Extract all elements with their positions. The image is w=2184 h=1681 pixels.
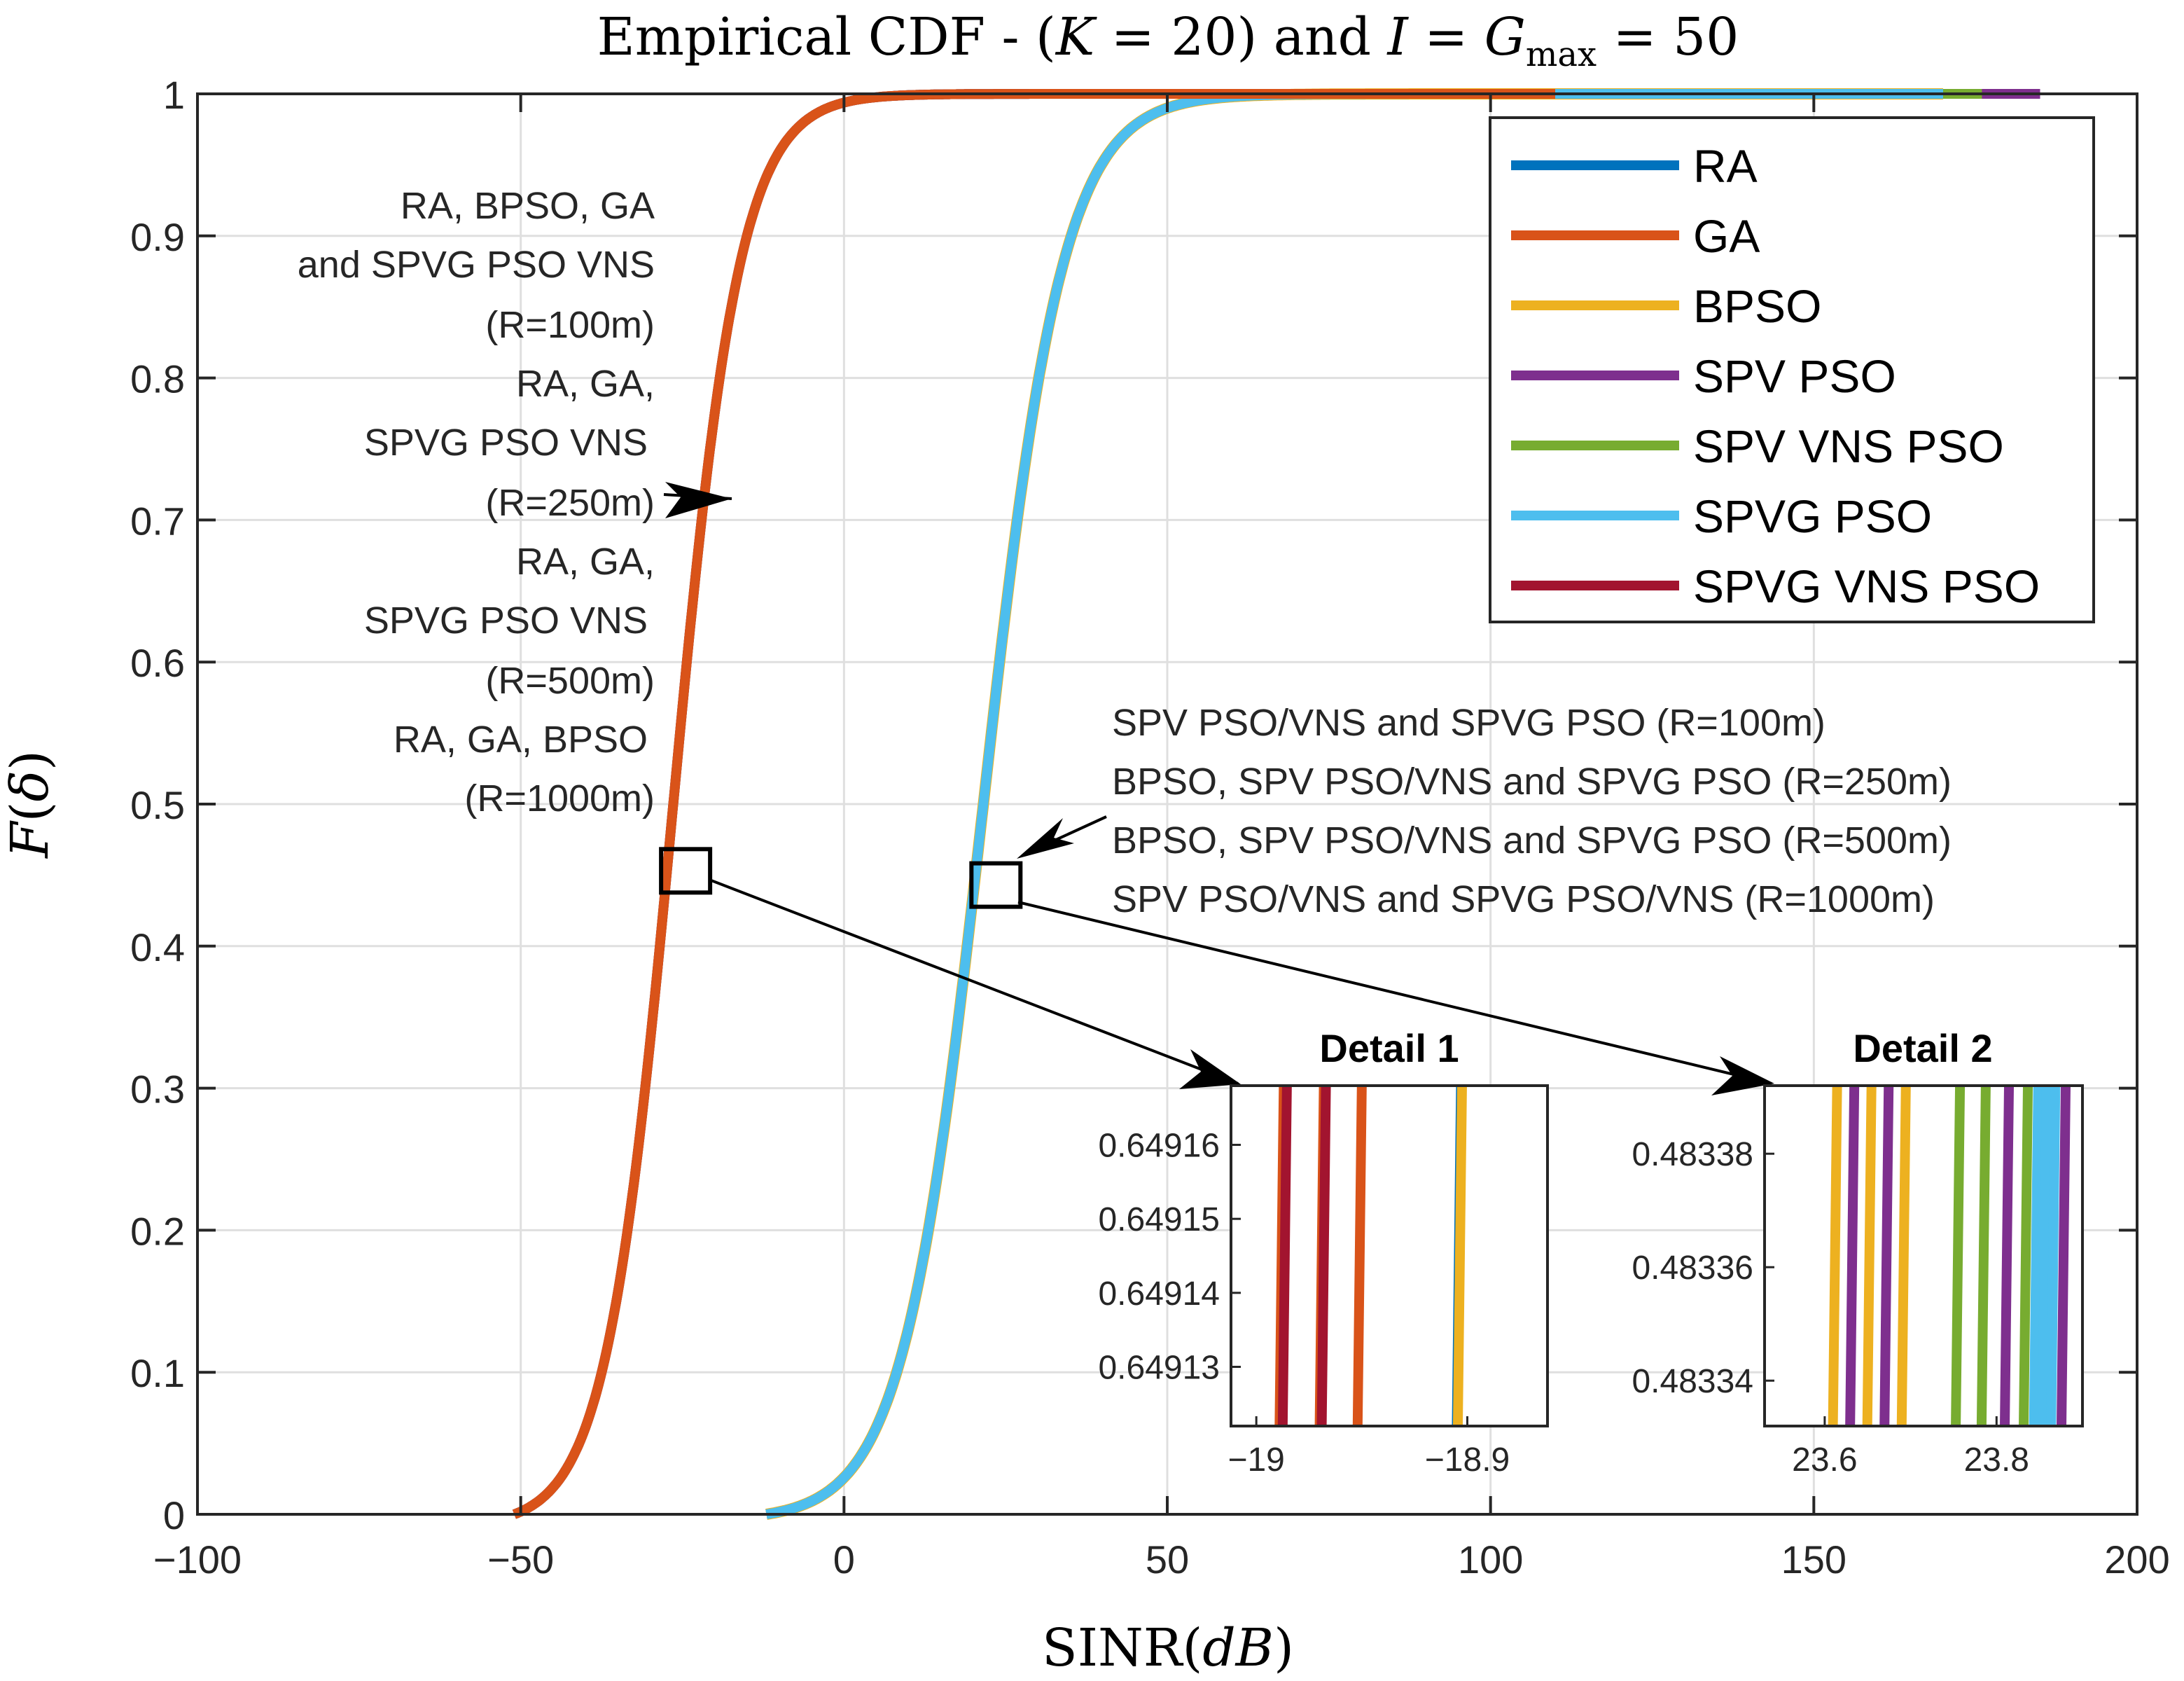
y-tick-label: 0.6: [130, 641, 185, 685]
detail-2-x-tick-label: 23.8: [1964, 1441, 2029, 1479]
detail-1-y-tick-label: 0.64916: [1098, 1128, 1220, 1165]
detail-1-x-tick-label: −18.9: [1425, 1441, 1510, 1479]
detail-1-frame: [1230, 1084, 1549, 1427]
x-tick-label: 0: [833, 1537, 855, 1582]
y-axis-ticks: 0 0.1 0.2 0.3 0.4 0.5 0.6 0.7 0.8 0.9 1: [130, 73, 2137, 1537]
x-tick-label: 150: [1781, 1537, 1846, 1582]
detail-2-title: Detail 2: [1853, 1026, 1992, 1070]
legend-label-bpso: BPSO: [1693, 280, 1821, 332]
detail-2-ticks: 23.6 23.8 0.48334 0.48336 0.48338: [1632, 1136, 2029, 1479]
annotation-line: RA, GA,: [516, 541, 655, 583]
detail-2-y-tick-label: 0.48336: [1632, 1250, 1753, 1287]
x-tick-label: −100: [153, 1537, 242, 1582]
y-tick-label: 0.2: [130, 1209, 185, 1253]
annotation-line: RA, GA, BPSO: [394, 719, 648, 761]
y-tick-label: 0.9: [130, 215, 185, 259]
detail-2-x-tick-label: 23.6: [1792, 1441, 1857, 1479]
x-tick-label: −50: [487, 1537, 554, 1582]
legend: RA GA BPSO SPV PSO SPV VNS PSO SPVG PSO SPVG V…: [1489, 116, 2095, 623]
detail-1-x-tick-label: −19: [1227, 1441, 1284, 1479]
y-tick-label: 0.3: [130, 1067, 185, 1112]
zoom-marker-1: [659, 847, 713, 895]
annotation-line: BPSO, SPV PSO/VNS and SPVG PSO (R=500m): [1112, 819, 1952, 862]
annotation-line: BPSO, SPV PSO/VNS and SPVG PSO (R=250m): [1112, 761, 1952, 803]
detail-1-line: [1352, 1085, 1367, 1427]
y-tick-label: 0.1: [130, 1351, 185, 1395]
detail-2-line: [1896, 1085, 1911, 1427]
y-tick-label: 0.4: [130, 925, 185, 969]
arrowhead-detail-1: [1179, 1049, 1241, 1089]
legend-label-spvg-pso: SPVG PSO: [1693, 490, 1932, 542]
legend-label-spv-vns-pso: SPV VNS PSO: [1693, 420, 2004, 472]
detail-2-inset: 23.6 23.8 0.48334 0.48336 0.48338 Detail 2: [1632, 1026, 2084, 1479]
detail-2-line: [2038, 1085, 2052, 1427]
detail-2-y-tick-label: 0.48334: [1632, 1363, 1753, 1400]
detail-2-line: [2057, 1085, 2071, 1427]
legend-label-spv-pso: SPV PSO: [1693, 350, 1896, 402]
x-axis-ticks: −100 −50 0 50 100 150 200: [153, 94, 2170, 1582]
annotation-line: SPVG PSO VNS: [364, 422, 648, 464]
annotation-line: SPV PSO/VNS and SPVG PSO (R=100m): [1112, 702, 1825, 744]
detail-1-inset: −19 −18.9 0.64913 0.64914 0.64915 0.64916 Det…: [1098, 1026, 1549, 1479]
annotation-line: (R=1000m): [464, 777, 655, 819]
legend-label-spvg-vns-pso: SPVG VNS PSO: [1693, 560, 2040, 612]
legend-box: [1489, 116, 2095, 623]
y-tick-label: 0.5: [130, 783, 185, 827]
annotation-line: RA, GA,: [516, 363, 655, 405]
arrowhead-detail-2: [1711, 1056, 1774, 1095]
y-axis-label: F(δ): [0, 750, 60, 859]
annotation-line: RA, BPSO, GA: [401, 185, 655, 227]
detail-2-line: [1845, 1085, 1860, 1427]
detail-1-line: [1452, 1085, 1467, 1427]
legend-items: RA GA BPSO SPV PSO SPV VNS PSO SPVG PSO SPVG V…: [1511, 140, 2040, 612]
arrows: [663, 482, 1774, 1095]
annotation-line: (R=100m): [485, 304, 655, 346]
detail-1-ticks: −19 −18.9 0.64913 0.64914 0.64915 0.64916: [1098, 1128, 1510, 1479]
detail-1-line: [1316, 1085, 1331, 1427]
arrow-to-detail-2: [1017, 901, 1772, 1085]
legend-label-ra: RA: [1693, 140, 1758, 192]
detail-2-line: [1879, 1085, 1894, 1427]
y-tick-label: 0.8: [130, 357, 185, 401]
annotation-line: SPVG PSO VNS: [364, 600, 648, 642]
legend-label-ga: GA: [1693, 210, 1760, 262]
detail-2-line: [1976, 1085, 1991, 1427]
zoom-markers: [659, 847, 1023, 909]
detail-2-y-tick-label: 0.48338: [1632, 1136, 1753, 1173]
left-annotation: RA, BPSO, GA and SPVG PSO VNS (R=100m) R…: [298, 185, 655, 819]
x-tick-label: 50: [1146, 1537, 1189, 1582]
detail-2-line: [2029, 1085, 2043, 1427]
x-axis-label: SINR(dB): [1042, 1618, 1294, 1678]
detail-1-line: [1277, 1085, 1292, 1427]
detail-1-title: Detail 1: [1319, 1026, 1459, 1070]
detail-2-lines: [1828, 1085, 2071, 1427]
detail-1-y-tick-label: 0.64914: [1098, 1275, 1220, 1313]
arrowhead-right-annotation: [1017, 818, 1074, 859]
y-tick-label: 0.7: [130, 499, 185, 543]
detail-1-lines: [1274, 1085, 1467, 1427]
detail-2-line: [1862, 1085, 1877, 1427]
arrow-to-detail-1: [709, 878, 1239, 1085]
x-tick-label: 100: [1458, 1537, 1523, 1582]
detail-2-line: [2019, 1085, 2033, 1427]
detail-2-line: [1828, 1085, 1842, 1427]
zoom-marker-2: [969, 861, 1023, 909]
right-annotation: SPV PSO/VNS and SPVG PSO (R=100m) BPSO, …: [1112, 702, 1952, 920]
detail-2-line: [2000, 1085, 2015, 1427]
x-tick-label: 200: [2104, 1537, 2169, 1582]
detail-1-y-tick-label: 0.64915: [1098, 1201, 1220, 1238]
detail-2-line: [2046, 1085, 2061, 1427]
detail-2-line: [1951, 1085, 1966, 1427]
y-tick-label: 1: [163, 73, 185, 117]
chart-title: Empirical CDF - (K = 20) and I = Gmax = …: [597, 7, 1739, 74]
detail-2-frame: [1763, 1084, 2084, 1427]
annotation-line: SPV PSO/VNS and SPVG PSO/VNS (R=1000m): [1112, 878, 1935, 920]
annotation-line: (R=500m): [485, 660, 655, 702]
annotation-line: and SPVG PSO VNS: [298, 244, 655, 286]
arrowhead-left-annotation: [665, 482, 732, 518]
detail-1-y-tick-label: 0.64913: [1098, 1349, 1220, 1386]
y-tick-label: 0: [163, 1493, 185, 1537]
annotation-line: (R=250m): [485, 482, 655, 524]
